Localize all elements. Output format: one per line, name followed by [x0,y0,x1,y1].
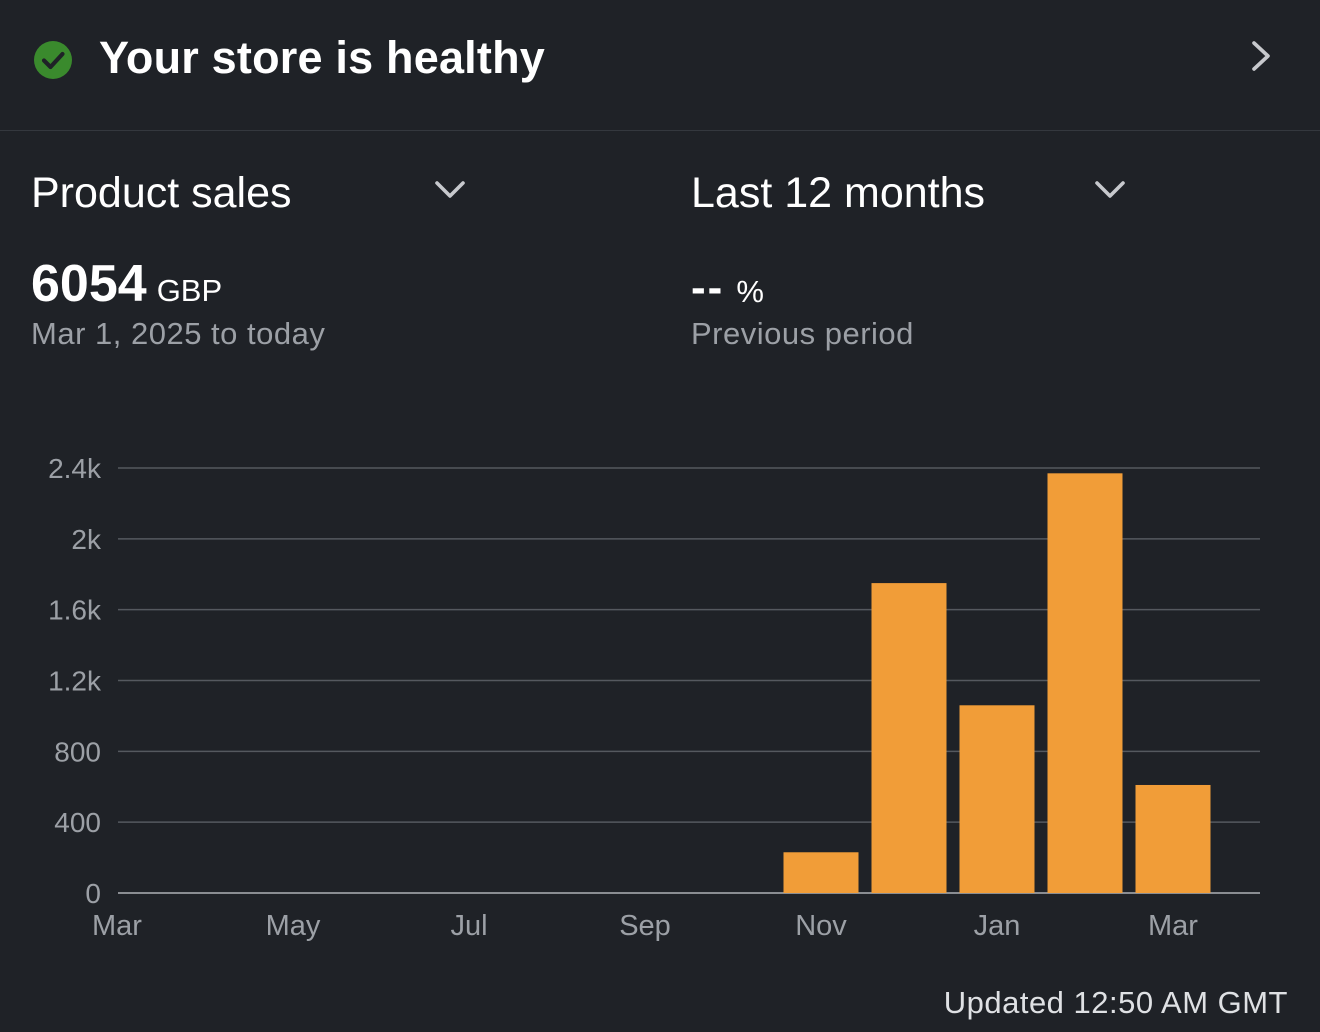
y-axis-tick-label: 800 [54,736,101,767]
sales-bar-chart: 0 400 800 1.2k 1.6k 2k 2.4k Mar May Jul Sep Nov Jan M… [48,453,1260,942]
x-axis-tick-label: May [266,910,321,942]
store-health-banner[interactable]: Your store is healthy [0,0,1320,131]
period-dropdown[interactable]: Last 12 months [691,162,1131,224]
check-circle-icon [34,41,72,79]
period-change-number: -- [691,263,725,312]
date-range-text: Mar 1, 2025 to today [31,316,326,351]
x-axis-tick-label: Nov [795,910,847,942]
x-axis-tick-label: Mar [1148,910,1198,942]
sales-bar-mar-12[interactable] [1135,784,1211,893]
sales-bar-feb-11[interactable] [1047,473,1123,893]
chevron-down-icon [1095,181,1125,198]
sales-bar-jan-10[interactable] [959,705,1035,893]
y-axis-tick-label: 400 [54,807,101,838]
metric-dropdown-label: Product sales [31,169,292,217]
x-axis-tick-label: Jul [450,910,487,942]
period-change-value: --% [691,258,764,328]
x-axis-tick-label: Mar [92,910,142,942]
x-axis-tick-label: Sep [619,910,671,942]
sales-bar-nov-8[interactable] [783,852,859,893]
total-sales-value: 6054 GBP [31,252,222,329]
previous-period-caption: Previous period [691,316,914,351]
total-sales-currency: GBP [156,273,223,308]
y-axis-tick-label: 2k [71,524,102,555]
y-axis-tick-label: 0 [85,878,101,909]
chevron-right-icon[interactable] [1246,38,1276,74]
period-dropdown-label: Last 12 months [691,169,986,217]
metric-dropdown[interactable]: Product sales [31,162,471,224]
total-sales-number: 6054 [31,255,147,313]
y-axis-tick-label: 2.4k [48,453,102,484]
period-change-unit: % [736,274,764,309]
chevron-down-icon [435,181,465,198]
last-updated-text: Updated 12:50 AM GMT [943,985,1288,1020]
y-axis-tick-label: 1.6k [48,595,102,626]
sales-bar-dec-9[interactable] [871,583,947,893]
x-axis-tick-label: Jan [974,910,1021,942]
y-axis-tick-label: 1.2k [48,666,102,697]
store-health-title: Your store is healthy [99,32,545,83]
